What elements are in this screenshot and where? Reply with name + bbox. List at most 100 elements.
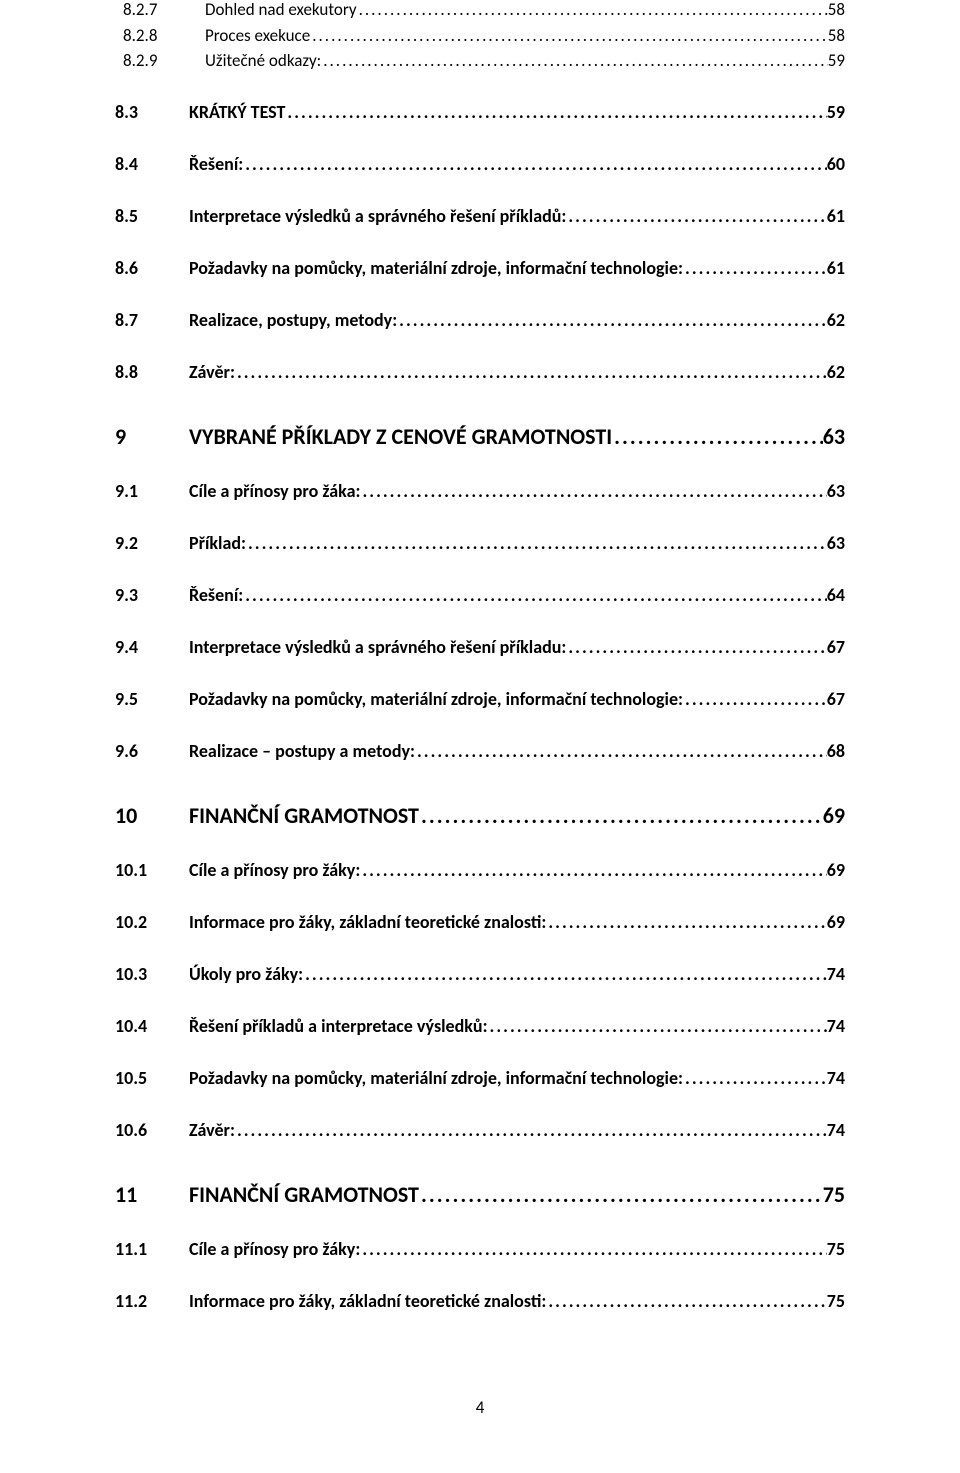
toc-entry-number: 10.5 (115, 1067, 189, 1089)
toc-entry-page: 63 (827, 532, 845, 554)
toc-leader-dots: ........................................… (360, 480, 826, 502)
toc-entry-number: 8.3 (115, 101, 189, 123)
toc-entry-page: 63 (823, 423, 845, 450)
toc-entry-title: Interpretace výsledků a správného řešení… (189, 205, 566, 227)
toc-entry-title: Cíle a přínosy pro žáky: (189, 1238, 360, 1260)
toc-entry-page: 67 (827, 688, 845, 710)
toc-entry-number: 10.3 (115, 963, 189, 985)
toc-leader-dots: ........................................… (303, 963, 827, 985)
toc-leader-dots: ........................................… (683, 688, 827, 710)
toc-entry[interactable]: 8.2.7Dohled nad exekutory...............… (115, 0, 845, 20)
toc-entry-number: 11 (115, 1181, 189, 1208)
toc-entry-page: 60 (827, 153, 845, 175)
toc-leader-dots: ........................................… (566, 205, 826, 227)
toc-entry-number: 8.2.9 (115, 51, 205, 71)
toc-entry[interactable]: 8.8Závěr:...............................… (115, 361, 845, 383)
toc-entry-page: 63 (827, 480, 845, 502)
toc-entry-title: Příklad: (189, 532, 246, 554)
table-of-contents: 8.2.7Dohled nad exekutory...............… (115, 0, 845, 1312)
toc-entry[interactable]: 10.6Závěr:..............................… (115, 1119, 845, 1141)
toc-entry[interactable]: 9.6Realizace – postupy a metody:........… (115, 740, 845, 762)
toc-entry-number: 10.2 (115, 911, 189, 933)
toc-entry[interactable]: 11FINANČNÍ GRAMOTNOST...................… (115, 1181, 845, 1208)
toc-entry[interactable]: 8.7Realizace, postupy, metody:..........… (115, 309, 845, 331)
toc-entry-page: 58 (828, 26, 845, 46)
toc-leader-dots: ........................................… (310, 26, 828, 46)
toc-leader-dots: ........................................… (243, 153, 827, 175)
toc-entry-title: Závěr: (189, 1119, 235, 1141)
toc-entry-title: Požadavky na pomůcky, materiální zdroje,… (189, 1067, 683, 1089)
toc-entry[interactable]: 8.2.9Užitečné odkazy:...................… (115, 51, 845, 71)
toc-entry-number: 8.5 (115, 205, 189, 227)
toc-leader-dots: ........................................… (683, 257, 827, 279)
toc-leader-dots: ........................................… (612, 423, 823, 450)
toc-entry-title: Řešení příkladů a interpretace výsledků: (189, 1015, 488, 1037)
toc-entry[interactable]: 9.4Interpretace výsledků a správného řeš… (115, 636, 845, 658)
toc-entry-number: 8.2.8 (115, 26, 205, 46)
toc-entry-title: Závěr: (189, 361, 235, 383)
toc-entry-title: FINANČNÍ GRAMOTNOST (189, 802, 419, 829)
toc-entry-number: 9.2 (115, 532, 189, 554)
toc-entry-title: Informace pro žáky, základní teoretické … (189, 911, 546, 933)
toc-entry[interactable]: 10.4Řešení příkladů a interpretace výsle… (115, 1015, 845, 1037)
toc-entry-title: Užitečné odkazy: (205, 51, 321, 71)
toc-entry[interactable]: 11.1Cíle a přínosy pro žáky:............… (115, 1238, 845, 1260)
toc-entry[interactable]: 8.4Řešení:..............................… (115, 153, 845, 175)
toc-entry-number: 9.1 (115, 480, 189, 502)
toc-leader-dots: ........................................… (360, 1238, 826, 1260)
toc-entry-number: 10.6 (115, 1119, 189, 1141)
toc-entry-page: 67 (827, 636, 845, 658)
toc-entry-title: VYBRANÉ PŘÍKLADY Z CENOVÉ GRAMOTNOSTI (189, 423, 612, 450)
toc-entry[interactable]: 8.5Interpretace výsledků a správného řeš… (115, 205, 845, 227)
toc-entry-page: 69 (827, 911, 845, 933)
toc-entry-title: Cíle a přínosy pro žáka: (189, 480, 360, 502)
toc-entry[interactable]: 10.5Požadavky na pomůcky, materiální zdr… (115, 1067, 845, 1089)
toc-entry-number: 9.5 (115, 688, 189, 710)
toc-entry-page: 75 (827, 1238, 845, 1260)
toc-leader-dots: ........................................… (243, 584, 827, 606)
toc-entry-title: Úkoly pro žáky: (189, 963, 303, 985)
toc-entry-page: 75 (827, 1290, 845, 1312)
toc-entry[interactable]: 10FINANČNÍ GRAMOTNOST...................… (115, 802, 845, 829)
toc-leader-dots: ........................................… (397, 309, 827, 331)
toc-entry-page: 69 (827, 859, 845, 881)
toc-entry[interactable]: 11.2Informace pro žáky, základní teoreti… (115, 1290, 845, 1312)
toc-entry-number: 8.4 (115, 153, 189, 175)
toc-entry[interactable]: 9.2Příklad:.............................… (115, 532, 845, 554)
toc-leader-dots: ........................................… (683, 1067, 827, 1089)
toc-entry-number: 9.3 (115, 584, 189, 606)
toc-entry-number: 8.2.7 (115, 0, 205, 20)
toc-entry-number: 10.4 (115, 1015, 189, 1037)
toc-leader-dots: ........................................… (546, 1290, 826, 1312)
toc-entry[interactable]: 10.3Úkoly pro žáky:.....................… (115, 963, 845, 985)
toc-entry-page: 74 (827, 1067, 845, 1089)
toc-entry-number: 9.4 (115, 636, 189, 658)
toc-leader-dots: ........................................… (235, 1119, 827, 1141)
toc-entry[interactable]: 9.1Cíle a přínosy pro žáka:.............… (115, 480, 845, 502)
toc-entry-page: 58 (828, 0, 845, 20)
toc-entry-page: 64 (827, 584, 845, 606)
toc-entry[interactable]: 10.2Informace pro žáky, základní teoreti… (115, 911, 845, 933)
toc-entry-page: 74 (827, 963, 845, 985)
toc-entry-number: 10 (115, 802, 189, 829)
toc-entry-number: 8.6 (115, 257, 189, 279)
toc-leader-dots: ........................................… (285, 101, 826, 123)
toc-entry-number: 8.8 (115, 361, 189, 383)
toc-entry[interactable]: 9VYBRANÉ PŘÍKLADY Z CENOVÉ GRAMOTNOSTI..… (115, 423, 845, 450)
toc-entry[interactable]: 8.6Požadavky na pomůcky, materiální zdro… (115, 257, 845, 279)
toc-entry-number: 11.1 (115, 1238, 189, 1260)
toc-entry-title: Dohled nad exekutory (205, 0, 357, 20)
toc-entry-title: FINANČNÍ GRAMOTNOST (189, 1181, 419, 1208)
page: 8.2.7Dohled nad exekutory...............… (0, 0, 960, 1473)
toc-entry[interactable]: 10.1Cíle a přínosy pro žáky:............… (115, 859, 845, 881)
toc-entry-title: Cíle a přínosy pro žáky: (189, 859, 360, 881)
toc-leader-dots: ........................................… (419, 1181, 823, 1208)
toc-entry[interactable]: 8.2.8Proces exekuce.....................… (115, 26, 845, 46)
toc-entry-page: 61 (827, 205, 845, 227)
toc-entry[interactable]: 9.5Požadavky na pomůcky, materiální zdro… (115, 688, 845, 710)
toc-entry[interactable]: 8.3KRÁTKÝ TEST..........................… (115, 101, 845, 123)
toc-leader-dots: ........................................… (321, 51, 828, 71)
toc-entry-page: 69 (823, 802, 845, 829)
toc-entry-title: Proces exekuce (205, 26, 310, 46)
toc-entry[interactable]: 9.3Řešení:..............................… (115, 584, 845, 606)
